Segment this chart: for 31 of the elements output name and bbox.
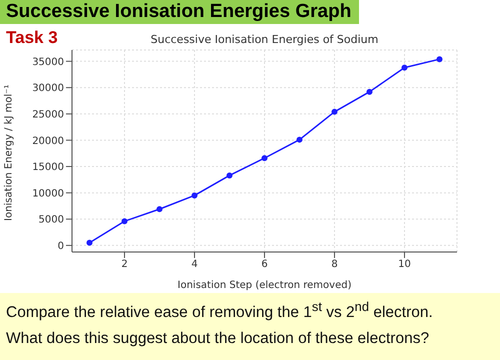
text: What does this suggest about the location of these electrons? <box>6 330 430 348</box>
text: Task 3 <box>6 28 58 48</box>
x-tick-label: 8 <box>331 259 338 270</box>
y-tick-label: 10000 <box>32 188 64 200</box>
x-tick-label: 10 <box>398 259 411 270</box>
point <box>366 88 372 95</box>
text: Successive Ionisation Energies Graph <box>0 0 360 24</box>
point <box>86 240 92 246</box>
y-tick-label: 15000 <box>32 162 64 174</box>
y-tick-label: 30000 <box>32 83 64 94</box>
point <box>402 64 408 71</box>
text: Compare the relative ease of removing the 1$^{st}$ vs 2$^{nd}$ electron. <box>6 299 434 322</box>
point <box>226 172 232 178</box>
point <box>122 218 128 224</box>
y-tick-label: 0 <box>58 240 64 252</box>
point <box>192 192 198 198</box>
chart-title: Successive Ionisation Energies of Sodium <box>150 33 380 46</box>
x-tick-label: 4 <box>191 259 198 270</box>
x-axis-title: Ionisation Step (electron removed) <box>178 280 352 291</box>
x-tick-label: 2 <box>121 259 128 270</box>
y-tick-label: 20000 <box>32 136 64 147</box>
point <box>262 155 268 162</box>
point <box>332 108 338 115</box>
x-tick-label: 6 <box>261 259 268 270</box>
point <box>436 56 442 62</box>
y-tick-label: 5000 <box>38 214 64 226</box>
point <box>296 136 302 143</box>
y-tick-label: 25000 <box>32 109 64 120</box>
y-axis-title: Ionisation Energy / kJ mol⁻¹ <box>4 84 15 221</box>
y-tick-label: 35000 <box>32 56 64 68</box>
point <box>156 206 162 212</box>
